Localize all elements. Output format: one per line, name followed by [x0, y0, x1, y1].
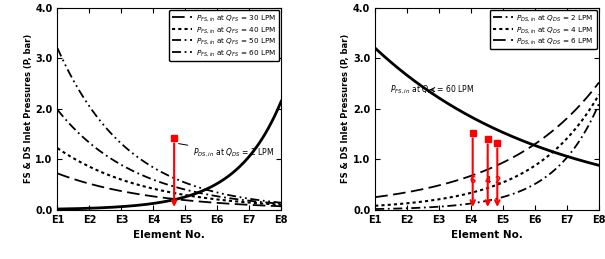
X-axis label: Element No.: Element No. [451, 230, 523, 240]
Text: 6: 6 [469, 176, 476, 185]
Text: $P_{FS,in}$ at $Q_{FS}$ = 60 LPM: $P_{FS,in}$ at $Q_{FS}$ = 60 LPM [390, 83, 474, 96]
Text: 4: 4 [485, 176, 491, 185]
Legend: $P_{FS,in}$ at $Q_{FS}$ = 30 LPM, $P_{FS,in}$ at $Q_{FS}$ = 40 LPM, $P_{FS,in}$ : $P_{FS,in}$ at $Q_{FS}$ = 30 LPM, $P_{FS… [169, 10, 279, 61]
X-axis label: Element No.: Element No. [134, 230, 205, 240]
Y-axis label: FS & DS Inlet Pressures (P, bar): FS & DS Inlet Pressures (P, bar) [341, 34, 350, 183]
Legend: $P_{DS,in}$ at $Q_{DS}$ = 2 LPM, $P_{DS,in}$ at $Q_{DS}$ = 4 LPM, $P_{DS,in}$ at: $P_{DS,in}$ at $Q_{DS}$ = 2 LPM, $P_{DS,… [489, 10, 597, 49]
Text: $P_{DS,in}$ at $Q_{DS}$ = 2 LPM: $P_{DS,in}$ at $Q_{DS}$ = 2 LPM [178, 143, 275, 159]
Y-axis label: FS & DS Inlet Pressures (P, bar): FS & DS Inlet Pressures (P, bar) [24, 34, 33, 183]
Text: 2: 2 [494, 176, 500, 185]
